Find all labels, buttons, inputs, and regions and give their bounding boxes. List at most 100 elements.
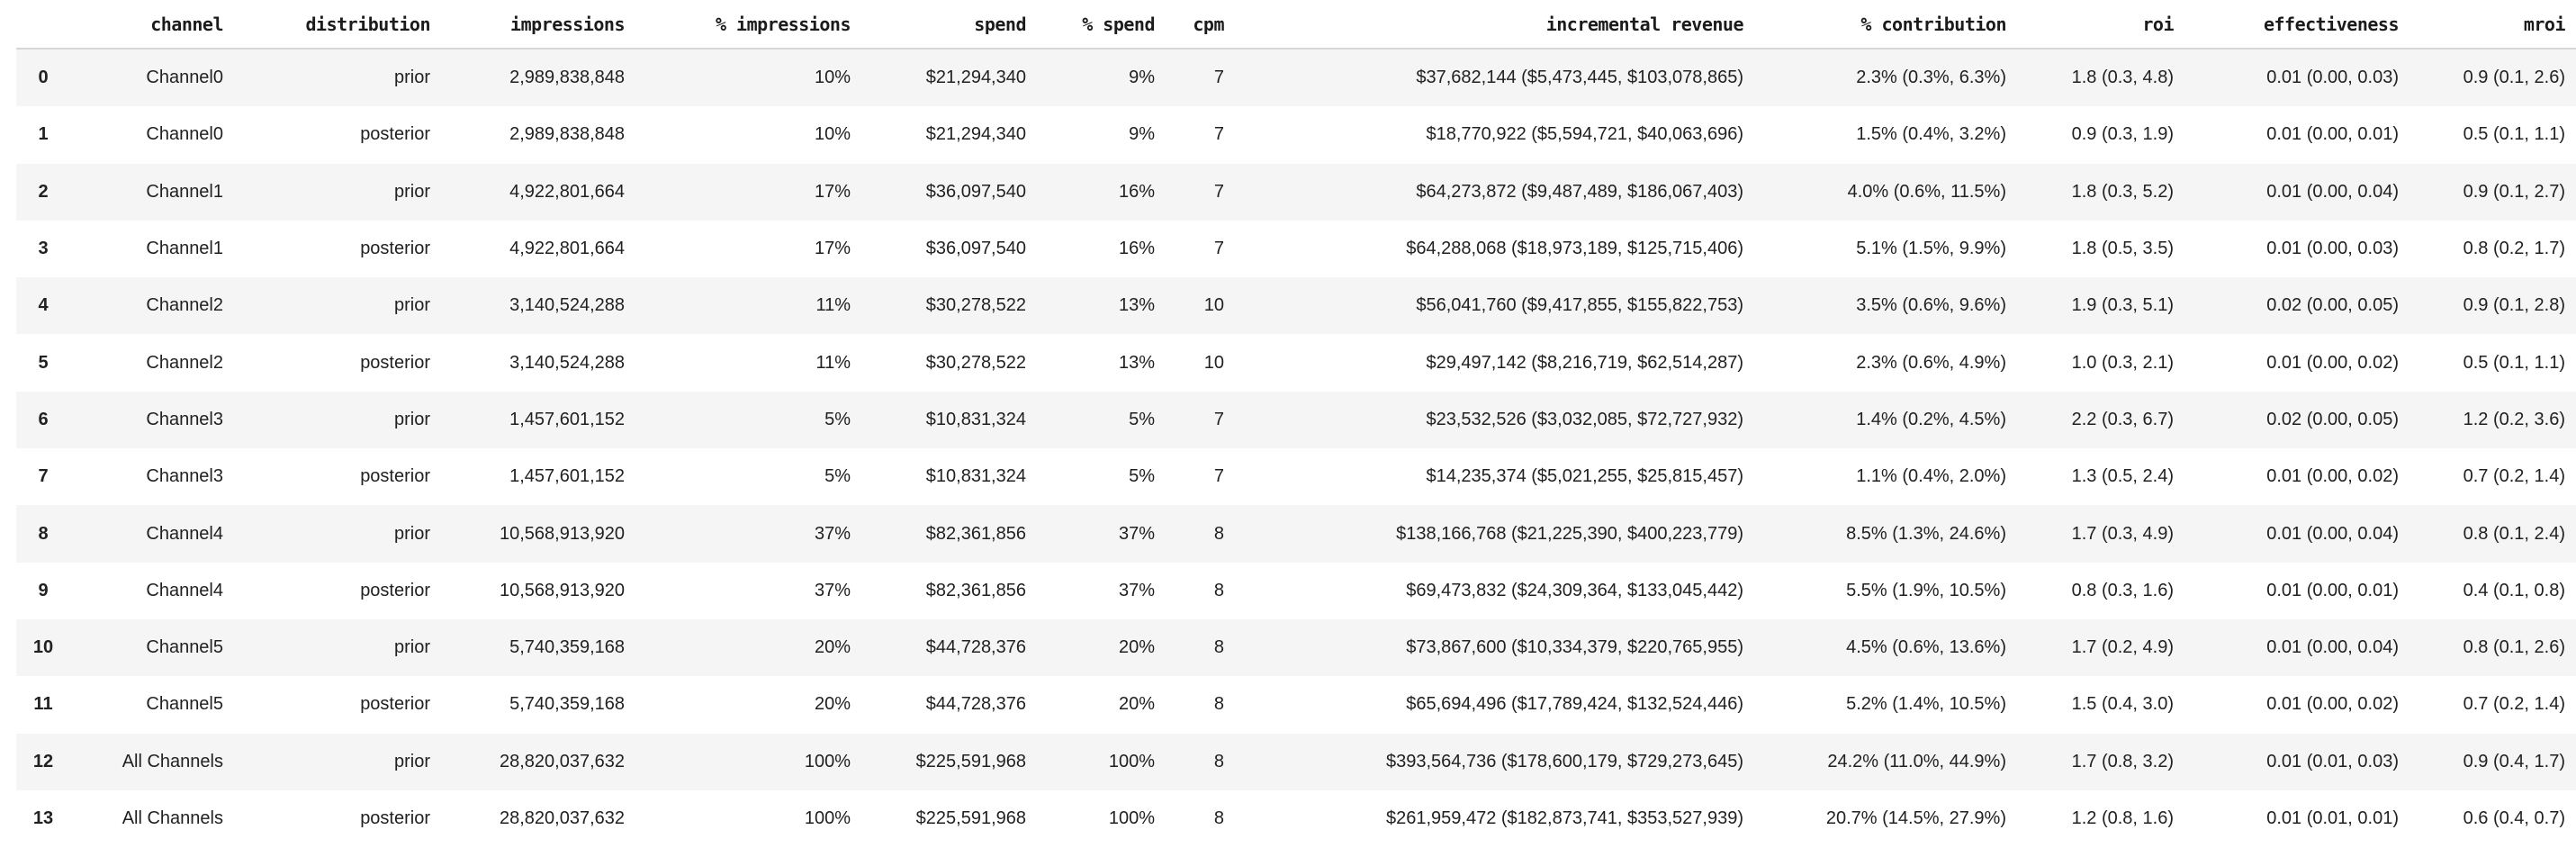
cell-pct_spend: 5% <box>1129 466 1155 487</box>
cell-incremental_revenue: $23,532,526 ($3,032,085, $72,727,932) <box>1426 409 1743 429</box>
cell-roi: 1.2 (0.8, 1.6) <box>2071 808 2174 828</box>
cell-mroi: 0.4 (0.1, 0.8) <box>2463 580 2565 600</box>
cell-channel: Channel3 <box>146 466 223 487</box>
cell-distribution: prior <box>393 68 430 88</box>
cell-impressions: 2,989,838,848 <box>509 124 625 145</box>
column-header-effectiveness: effectiveness <box>2174 0 2400 50</box>
cell-pct_impressions: 17% <box>814 181 851 202</box>
cell-mroi: 0.6 (0.4, 0.7) <box>2463 808 2565 828</box>
cell-distribution: prior <box>393 181 430 202</box>
cell-pct_contribution: 8.5% (1.3%, 24.6%) <box>1846 523 2006 544</box>
cell-incremental_revenue: $29,497,142 ($8,216,719, $62,514,287) <box>1426 352 1743 373</box>
cell-cpm: 10 <box>1203 352 1224 373</box>
cell-spend: $30,278,522 <box>925 352 1026 373</box>
cell-pct_spend: 16% <box>1118 239 1155 259</box>
row-index-cell: 3 <box>38 239 49 259</box>
table-row: 1 Channel0 posterior 2,989,838,848 10% $21,29… <box>16 106 2576 164</box>
column-header-roi: roi <box>2006 0 2175 50</box>
row-index-cell: 1 <box>38 124 49 145</box>
cell-cpm: 7 <box>1213 466 1224 487</box>
cell-pct_impressions: 17% <box>814 239 851 259</box>
cell-pct_spend: 100% <box>1108 751 1155 771</box>
table-row: 11 Channel5 posterior 5,740,359,168 20% $44,7… <box>16 676 2576 734</box>
cell-channel: Channel4 <box>146 580 223 600</box>
cell-pct_spend: 20% <box>1118 637 1155 658</box>
cell-distribution: prior <box>393 409 430 429</box>
cell-pct_impressions: 11% <box>815 352 851 373</box>
cell-pct_impressions: 11% <box>815 295 851 316</box>
cell-spend: $225,591,968 <box>915 808 1026 828</box>
cell-pct_impressions: 10% <box>814 124 851 145</box>
cell-impressions: 10,568,913,920 <box>499 580 625 600</box>
cell-pct_impressions: 100% <box>804 808 851 828</box>
cell-incremental_revenue: $73,867,600 ($10,334,379, $220,765,955) <box>1406 637 1743 658</box>
cell-channel: Channel0 <box>146 68 223 88</box>
cell-cpm: 8 <box>1213 637 1224 658</box>
cell-spend: $82,361,856 <box>925 523 1026 544</box>
row-index-cell: 12 <box>32 751 54 771</box>
cell-spend: $10,831,324 <box>925 409 1026 429</box>
cell-mroi: 0.7 (0.2, 1.4) <box>2463 694 2565 715</box>
cell-effectiveness: 0.01 (0.00, 0.02) <box>2266 466 2399 487</box>
cell-pct_impressions: 37% <box>814 523 851 544</box>
cell-roi: 1.9 (0.3, 5.1) <box>2071 295 2174 316</box>
column-header-pct_impressions: % impressions <box>625 0 851 50</box>
cell-incremental_revenue: $393,564,736 ($178,600,179, $729,273,645… <box>1385 751 1743 771</box>
cell-roi: 1.3 (0.5, 2.4) <box>2071 466 2174 487</box>
column-header-spend: spend <box>851 0 1027 50</box>
cell-distribution: posterior <box>360 239 430 259</box>
cell-pct_spend: 5% <box>1129 409 1155 429</box>
cell-impressions: 4,922,801,664 <box>509 239 625 259</box>
cell-distribution: prior <box>393 523 430 544</box>
cell-pct_impressions: 20% <box>814 694 851 715</box>
row-index-cell: 8 <box>38 523 49 544</box>
cell-mroi: 0.8 (0.1, 2.4) <box>2463 523 2565 544</box>
cell-pct_contribution: 4.0% (0.6%, 11.5%) <box>1847 181 2006 202</box>
cell-channel: Channel0 <box>146 124 223 145</box>
cell-incremental_revenue: $138,166,768 ($21,225,390, $400,223,779) <box>1396 523 1743 544</box>
cell-roi: 1.8 (0.3, 5.2) <box>2071 181 2174 202</box>
cell-spend: $36,097,540 <box>925 239 1026 259</box>
cell-roi: 1.5 (0.4, 3.0) <box>2071 694 2174 715</box>
cell-pct_contribution: 20.7% (14.5%, 27.9%) <box>1825 808 2006 828</box>
cell-mroi: 0.9 (0.4, 1.7) <box>2463 751 2565 771</box>
cell-mroi: 0.7 (0.2, 1.4) <box>2463 466 2565 487</box>
row-index-cell: 7 <box>38 466 49 487</box>
cell-pct_spend: 9% <box>1129 124 1155 145</box>
cell-channel: Channel1 <box>146 181 223 202</box>
cell-effectiveness: 0.01 (0.01, 0.01) <box>2266 808 2399 828</box>
table-row: 2 Channel1 prior 4,922,801,664 17% $36,097,54… <box>16 163 2576 221</box>
cell-effectiveness: 0.01 (0.00, 0.02) <box>2266 694 2399 715</box>
cell-roi: 1.7 (0.2, 4.9) <box>2071 637 2174 658</box>
table-row: 8 Channel4 prior 10,568,913,920 37% $82,361,8… <box>16 505 2576 563</box>
cell-incremental_revenue: $64,273,872 ($9,487,489, $186,067,403) <box>1416 181 1743 202</box>
cell-spend: $21,294,340 <box>925 124 1026 145</box>
cell-pct_contribution: 5.2% (1.4%, 10.5%) <box>1846 694 2006 715</box>
cell-effectiveness: 0.01 (0.00, 0.01) <box>2266 580 2399 600</box>
cell-incremental_revenue: $261,959,472 ($182,873,741, $353,527,939… <box>1385 808 1743 828</box>
cell-distribution: prior <box>393 637 430 658</box>
cell-spend: $82,361,856 <box>925 580 1026 600</box>
cell-pct_impressions: 10% <box>814 68 851 88</box>
cell-mroi: 1.2 (0.2, 3.6) <box>2463 409 2565 429</box>
table-row: 7 Channel3 posterior 1,457,601,152 5% $10,831… <box>16 448 2576 506</box>
cell-pct_spend: 9% <box>1129 68 1155 88</box>
cell-spend: $10,831,324 <box>925 466 1026 487</box>
cell-distribution: posterior <box>360 466 430 487</box>
row-index-cell: 5 <box>38 352 49 373</box>
row-index-cell: 4 <box>38 295 49 316</box>
cell-impressions: 2,989,838,848 <box>509 68 625 88</box>
cell-channel: All Channels <box>122 751 223 771</box>
cell-mroi: 0.9 (0.1, 2.7) <box>2463 181 2565 202</box>
cell-impressions: 5,740,359,168 <box>509 694 625 715</box>
cell-mroi: 0.5 (0.1, 1.1) <box>2463 124 2565 145</box>
column-header-cpm: cpm <box>1155 0 1225 50</box>
cell-roi: 1.0 (0.3, 2.1) <box>2071 352 2174 373</box>
cell-spend: $225,591,968 <box>915 751 1026 771</box>
cell-impressions: 28,820,037,632 <box>499 751 625 771</box>
table-row: 12 All Channels prior 28,820,037,632 100% $22… <box>16 733 2576 790</box>
row-index-cell: 11 <box>33 694 53 715</box>
cell-channel: Channel3 <box>146 409 223 429</box>
cell-spend: $44,728,376 <box>925 694 1026 715</box>
cell-mroi: 0.9 (0.1, 2.8) <box>2463 295 2565 316</box>
